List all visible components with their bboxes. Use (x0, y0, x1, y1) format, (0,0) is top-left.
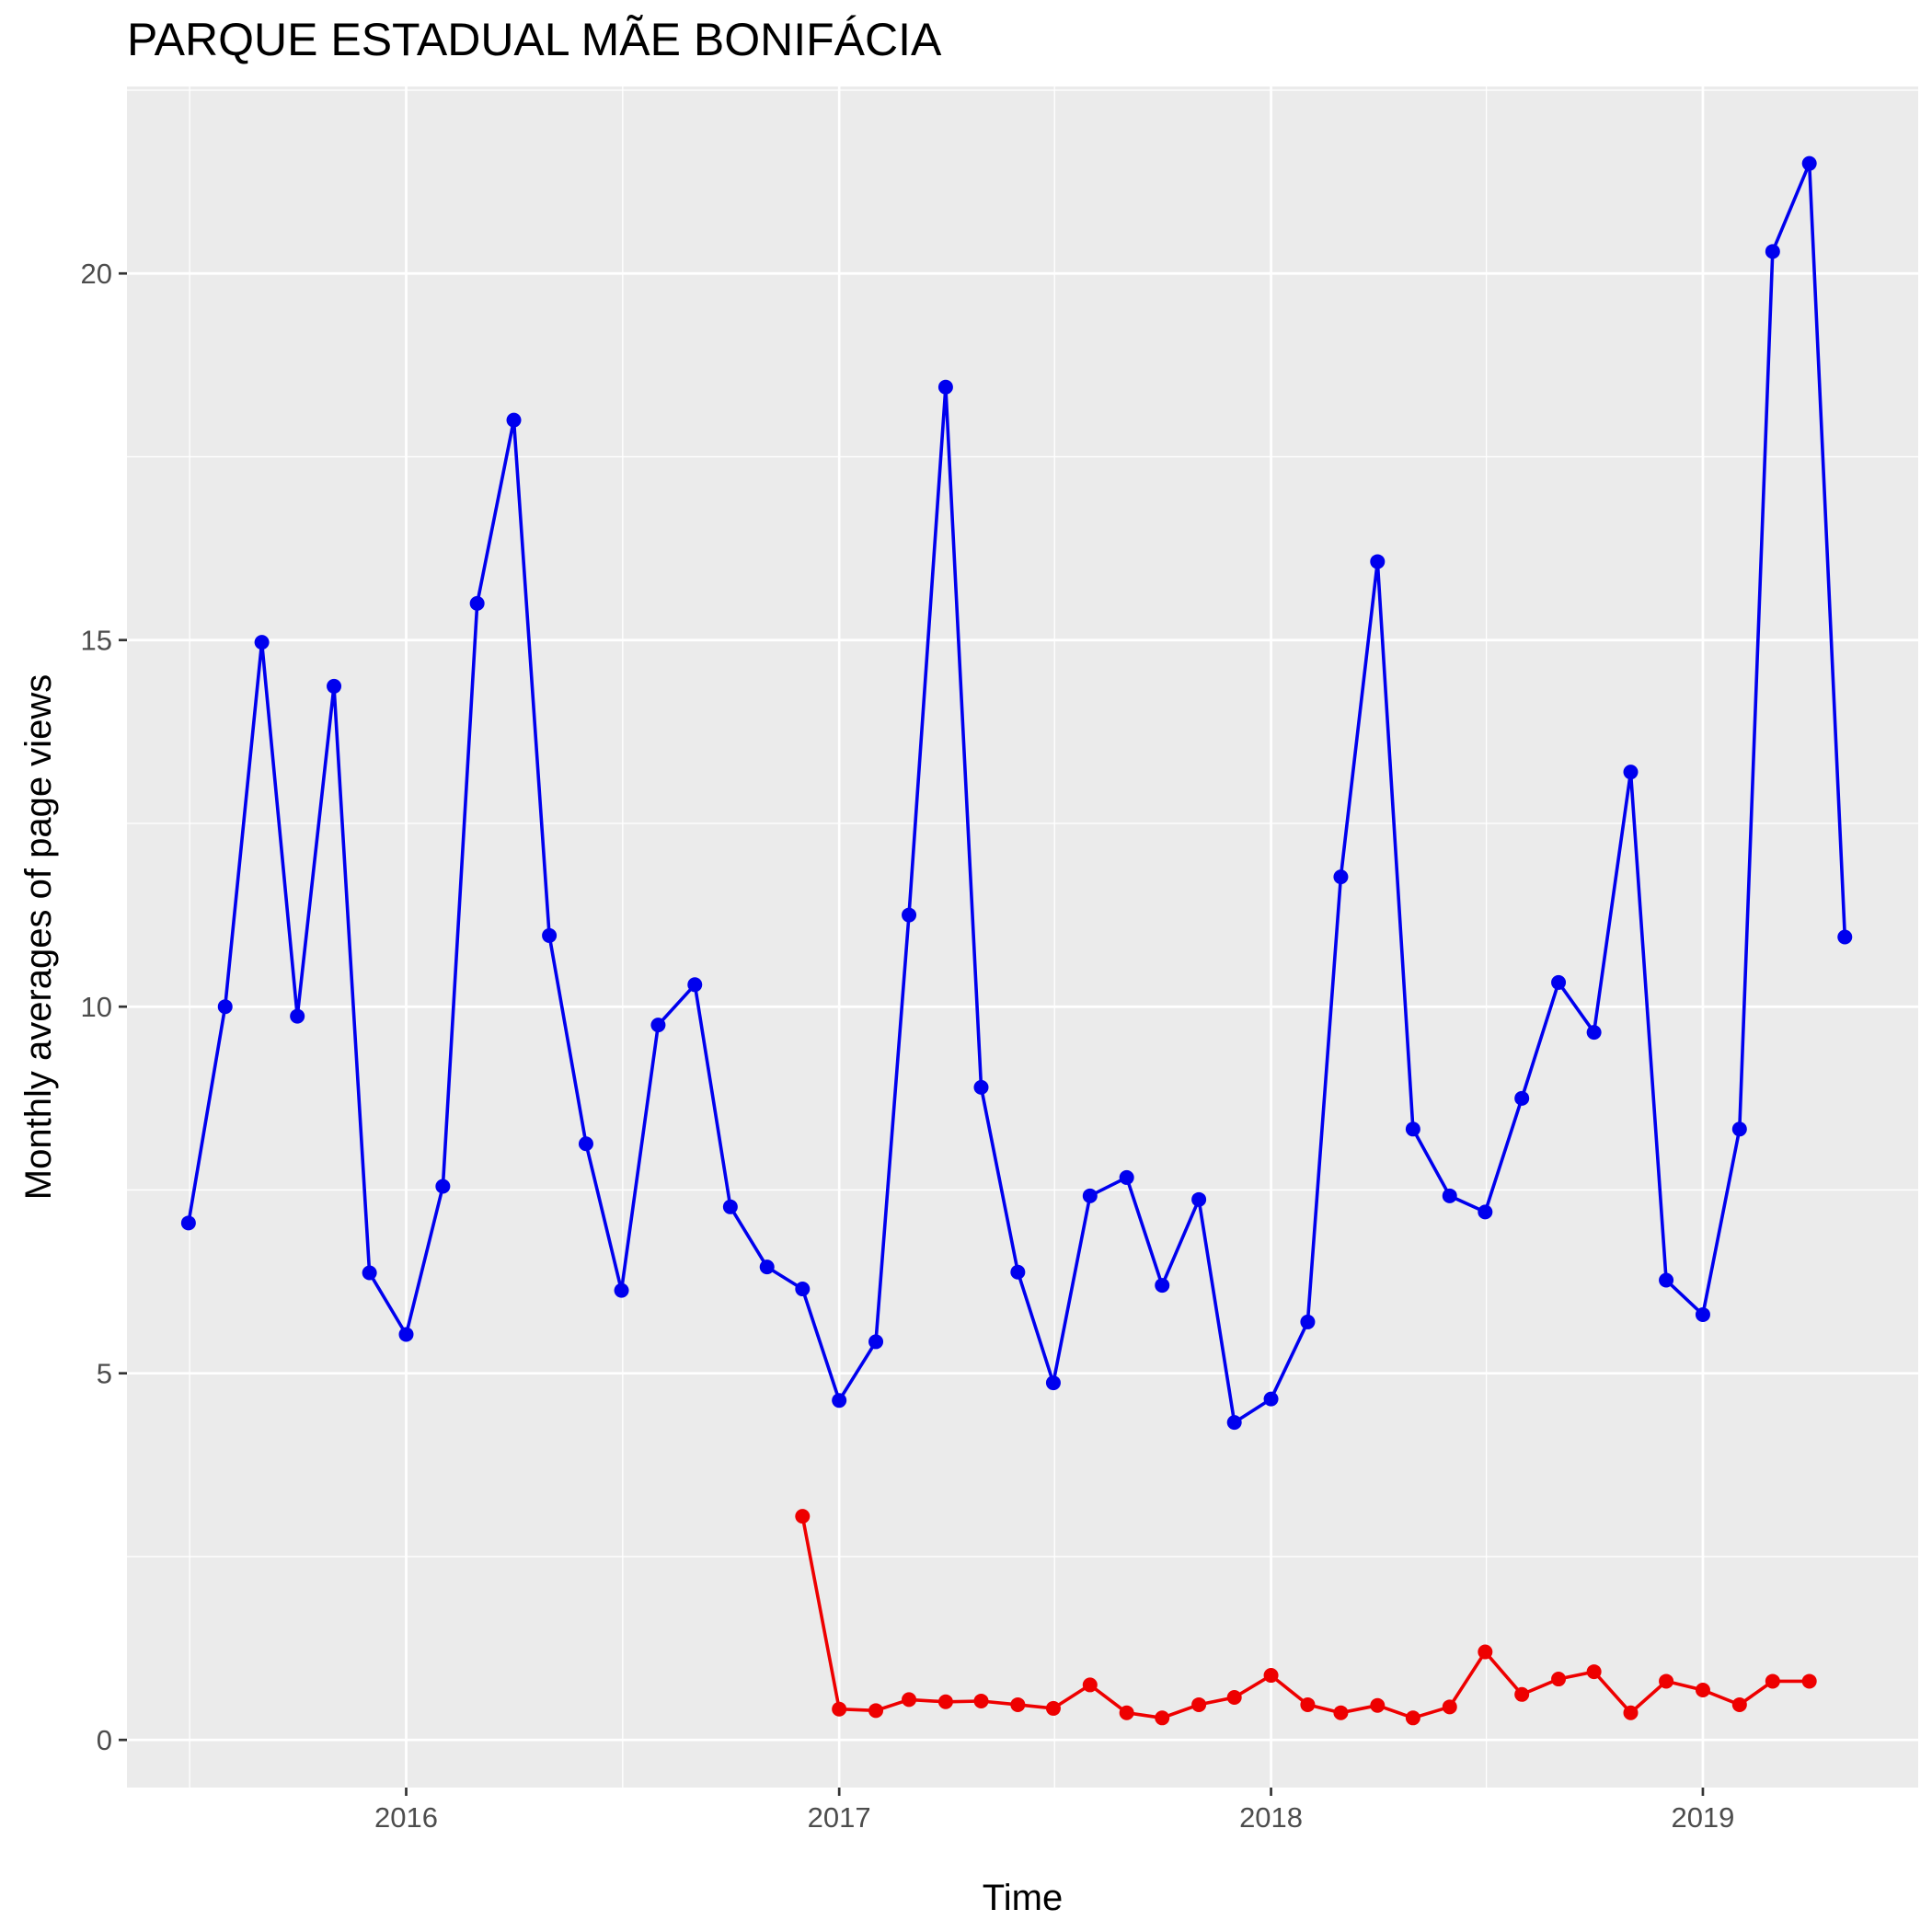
series-1-point (506, 412, 522, 428)
series-1-point (1514, 1090, 1530, 1106)
series-1-point (1300, 1314, 1316, 1329)
series-1-point (687, 977, 703, 993)
series-1-point (362, 1265, 377, 1281)
series-1-point (1370, 554, 1386, 569)
series-2-point (973, 1693, 989, 1708)
series-2-point (1119, 1705, 1134, 1720)
series-2-point (1191, 1696, 1207, 1712)
series-1-point (1731, 1121, 1747, 1137)
series-1-point (614, 1282, 629, 1298)
x-tick-label: 2018 (1239, 1801, 1303, 1834)
series-2-point (1731, 1696, 1747, 1712)
series-1-point (1837, 929, 1853, 945)
series-1-point (1119, 1169, 1134, 1185)
series-2-point (1010, 1696, 1026, 1712)
series-2-point (1478, 1644, 1493, 1660)
series-2-point (1586, 1664, 1602, 1680)
series-2-point (1045, 1700, 1061, 1716)
series-1-point (650, 1018, 666, 1033)
series-1-point (1010, 1264, 1026, 1280)
y-axis-title: Monthly averages of page views (18, 674, 59, 1200)
series-1-point (290, 1008, 305, 1024)
series-1-point (937, 379, 953, 395)
series-2-point (1155, 1710, 1170, 1726)
chart-title: PARQUE ESTADUAL MÃE BONIFÁCIA (127, 14, 942, 65)
series-2-point (1300, 1696, 1316, 1712)
series-1-point (435, 1179, 451, 1194)
series-2-point (1659, 1673, 1674, 1689)
x-tick-label: 2017 (808, 1801, 871, 1834)
series-2-point (1514, 1686, 1530, 1702)
series-1-point (180, 1215, 196, 1231)
series-1-point (1045, 1375, 1061, 1391)
series-1-point (1226, 1415, 1242, 1431)
series-2-point (795, 1509, 811, 1524)
series-2-point (1801, 1673, 1817, 1689)
series-2-point (1765, 1673, 1780, 1689)
series-1-point (832, 1393, 847, 1409)
series-1-point (1082, 1188, 1098, 1203)
y-tick-label: 20 (81, 258, 112, 290)
series-1-point (542, 927, 558, 943)
series-2-point (937, 1694, 953, 1709)
series-1-point (327, 678, 342, 694)
series-1-point (1191, 1191, 1207, 1207)
series-1-point (973, 1079, 989, 1095)
x-axis-title: Time (983, 1878, 1063, 1918)
series-2-point (1551, 1672, 1567, 1687)
series-1-point (217, 999, 233, 1015)
series-1-point (1478, 1204, 1493, 1220)
series-2-point (1226, 1689, 1242, 1705)
x-tick-label: 2019 (1671, 1801, 1734, 1834)
y-tick-label: 15 (81, 625, 112, 657)
series-1-point (398, 1327, 414, 1342)
series-1-point (1155, 1278, 1170, 1294)
series-2-point (1082, 1677, 1098, 1693)
series-2-point (1370, 1697, 1386, 1713)
series-1-point (759, 1259, 775, 1275)
series-1-point (1551, 974, 1567, 990)
y-tick-label: 10 (81, 991, 112, 1023)
series-2-point (868, 1703, 884, 1719)
series-1-point (795, 1282, 811, 1297)
series-2-point (832, 1701, 847, 1717)
series-1-point (469, 595, 485, 611)
series-2-point (1333, 1705, 1349, 1720)
series-1-point (1801, 155, 1817, 171)
series-2-point (1442, 1699, 1457, 1715)
series-1-point (1623, 765, 1639, 780)
y-tick-label: 0 (97, 1724, 112, 1756)
series-2-point (1695, 1683, 1710, 1698)
series-2-point (1405, 1710, 1420, 1726)
series-1-point (902, 907, 917, 923)
series-1-point (722, 1199, 738, 1214)
plot-panel (127, 86, 1918, 1788)
series-1-point (578, 1136, 593, 1152)
series-1-point (1263, 1391, 1279, 1407)
series-2-point (902, 1692, 917, 1708)
series-1-point (1586, 1025, 1602, 1041)
series-1-point (254, 635, 270, 650)
series-1-point (868, 1334, 884, 1350)
series-2-point (1623, 1705, 1639, 1720)
series-1-point (1405, 1121, 1420, 1137)
series-1-point (1695, 1306, 1710, 1322)
y-tick-label: 5 (97, 1358, 112, 1390)
series-1-point (1333, 869, 1349, 885)
x-tick-label: 2016 (374, 1801, 438, 1834)
series-1-point (1442, 1188, 1457, 1203)
series-1-point (1659, 1272, 1674, 1288)
series-2-point (1263, 1668, 1279, 1684)
series-1-point (1765, 244, 1780, 259)
